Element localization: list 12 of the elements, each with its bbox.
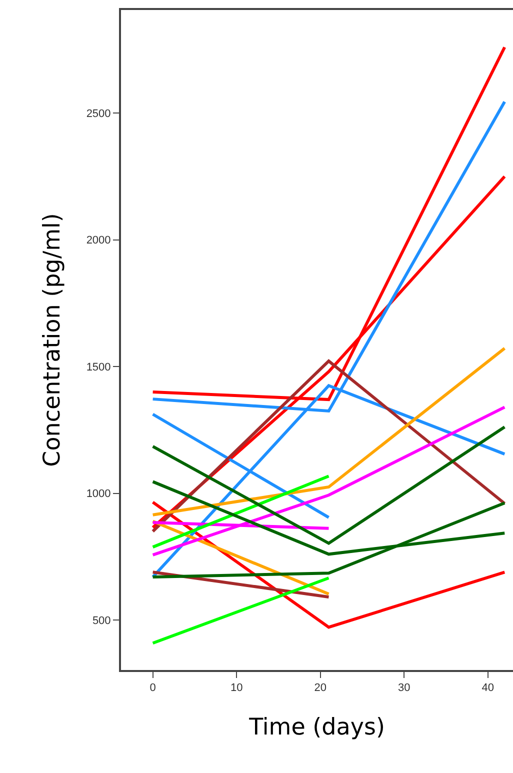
y-axis-title: Concentration (pg/ml) [39,213,66,467]
x-tick-label: 20 [314,682,326,694]
y-tick-label: 1500 [86,361,111,374]
x-tick-label: 0 [150,682,156,694]
x-axis-title: Time (days) [248,714,385,740]
x-tick-label: 30 [398,682,410,694]
y-tick-label: 2500 [86,108,111,120]
y-tick-label: 2000 [86,234,111,247]
y-tick-label: 1000 [86,488,111,500]
x-tick-label: 40 [482,682,494,694]
x-tick-label: 10 [230,682,243,694]
y-tick-label: 500 [92,614,111,627]
